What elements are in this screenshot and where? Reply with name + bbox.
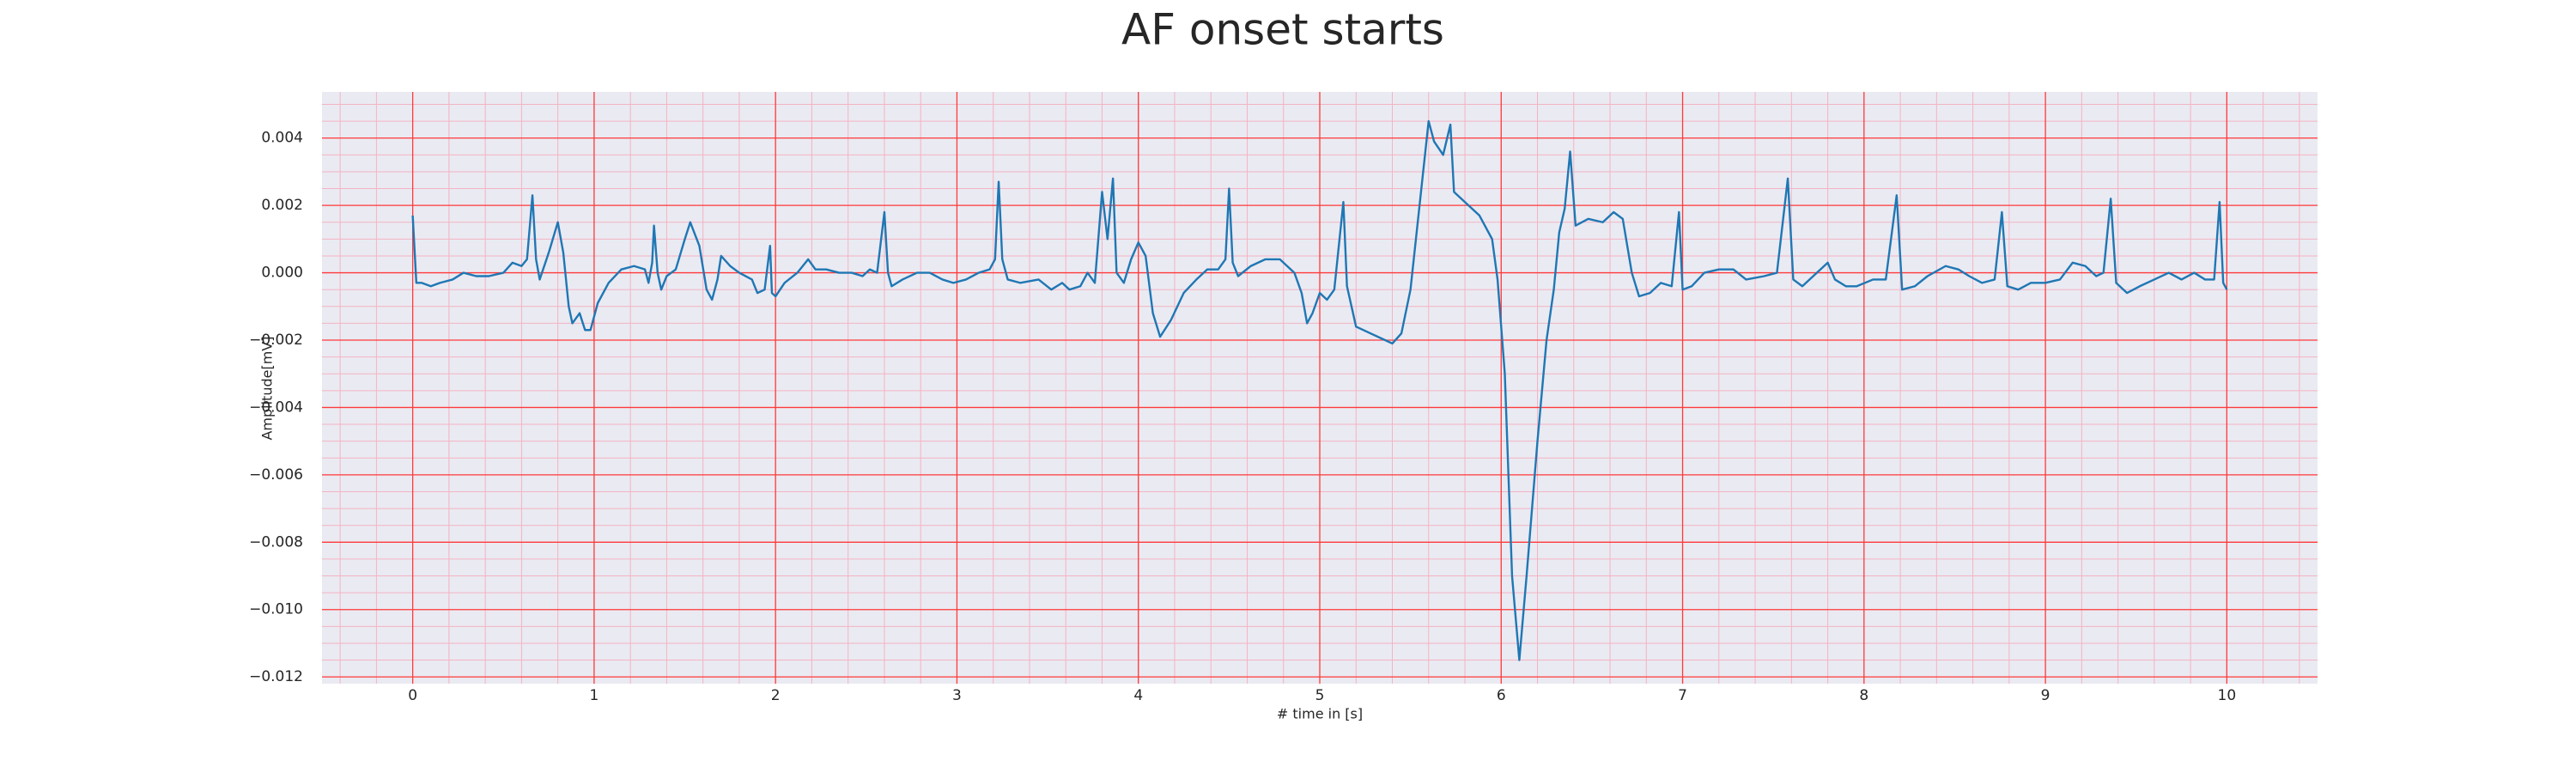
y-axis-label: Amplitude[mV] <box>259 336 276 440</box>
x-tick-label: 10 <box>2218 687 2237 704</box>
signal-line <box>411 119 2228 661</box>
x-tick-label: 8 <box>1859 687 1868 704</box>
y-tick-label: −0.010 <box>249 601 303 618</box>
x-tick-label: 7 <box>1678 687 1687 704</box>
x-tick-label: 6 <box>1497 687 1506 704</box>
y-tick-label: −0.012 <box>249 668 303 685</box>
y-tick-label: 0.002 <box>261 197 303 214</box>
x-tick-label: 3 <box>952 687 962 704</box>
y-tick-label: 0.000 <box>261 265 303 282</box>
x-axis-label: # time in [s] <box>1277 706 1363 722</box>
x-tick-label: 0 <box>408 687 417 704</box>
y-tick-label: −0.008 <box>249 533 303 551</box>
y-tick-label: −0.006 <box>249 466 303 484</box>
x-tick-label: 4 <box>1133 687 1143 704</box>
x-tick-label: 9 <box>2041 687 2050 704</box>
y-tick-label: −0.004 <box>249 399 303 416</box>
y-tick-label: −0.002 <box>249 332 303 349</box>
x-tick-label: 2 <box>771 687 781 704</box>
x-tick-label: 5 <box>1315 687 1325 704</box>
x-tick-label: 1 <box>589 687 598 704</box>
y-tick-label: 0.004 <box>261 130 303 147</box>
chart-title: AF onset starts <box>1121 5 1444 55</box>
